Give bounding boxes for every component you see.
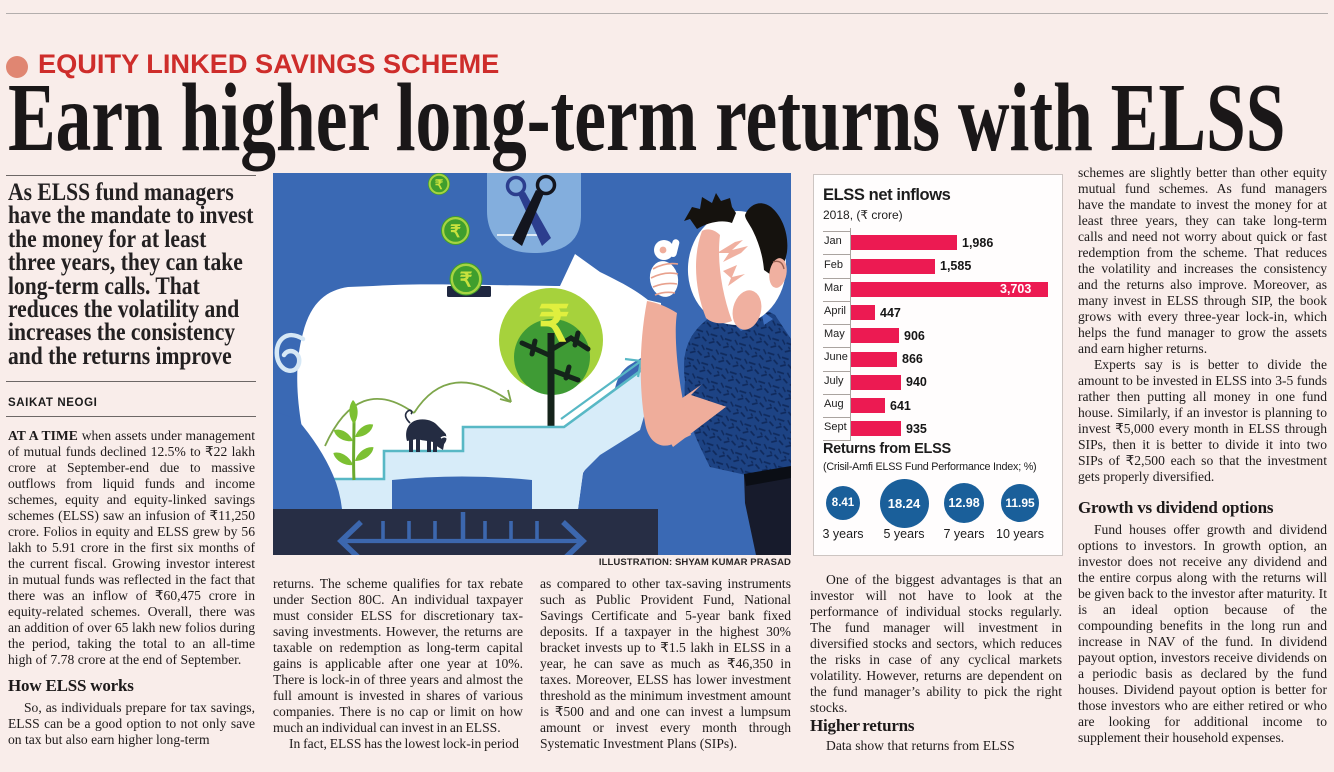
svg-text:₹: ₹ — [435, 177, 444, 192]
svg-text:₹: ₹ — [538, 296, 570, 352]
svg-text:₹: ₹ — [450, 222, 461, 241]
svg-text:₹: ₹ — [460, 270, 473, 292]
